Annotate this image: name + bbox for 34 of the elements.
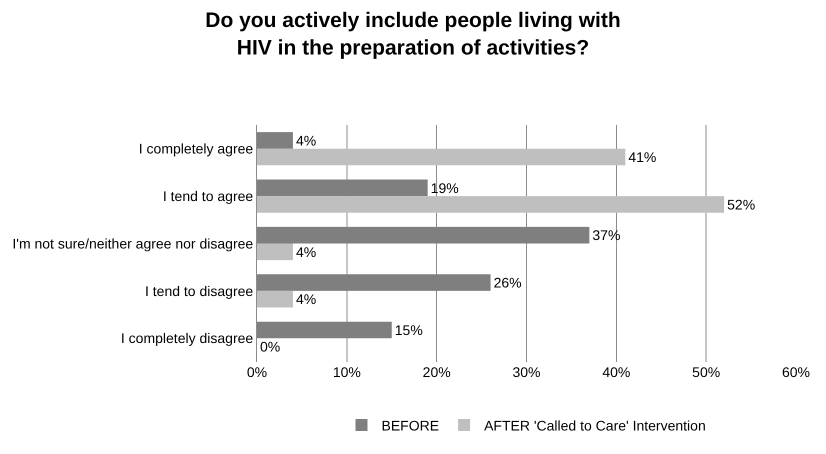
bar	[257, 148, 626, 166]
y-tick-label: I tend to disagree	[145, 282, 254, 299]
x-tick-label: 10%	[332, 364, 361, 380]
bar	[257, 274, 491, 291]
data-label: 19%	[430, 180, 459, 196]
y-tick-label: I completely agree	[138, 140, 254, 157]
bar	[257, 226, 590, 244]
y-tick-label: I'm not sure/neither agree nor disagree	[12, 235, 254, 252]
legend-label: BEFORE	[382, 417, 440, 434]
x-tick-label: 30%	[512, 364, 541, 380]
bar	[257, 244, 293, 260]
data-label: 41%	[628, 148, 656, 165]
bar	[257, 290, 293, 308]
data-label: 4%	[296, 291, 316, 308]
data-label: 4%	[296, 132, 316, 148]
bar	[257, 180, 428, 196]
x-tick-label: 20%	[422, 364, 451, 380]
x-tick-label: 60%	[782, 364, 810, 380]
data-label: 15%	[394, 322, 423, 338]
data-label: 26%	[494, 274, 522, 291]
data-label: 4%	[296, 244, 316, 260]
data-label: 52%	[727, 196, 756, 212]
y-tick-label: I completely disagree	[120, 330, 254, 346]
data-label: 0%	[260, 338, 280, 355]
data-label: 37%	[592, 227, 620, 244]
x-tick-label: 40%	[602, 364, 630, 380]
bar	[257, 322, 392, 338]
legend-label: AFTER 'Called to Care' Intervention	[484, 417, 706, 434]
bar	[257, 196, 724, 213]
x-tick-label: 50%	[692, 364, 720, 380]
chart-title: Do you actively include people living with HIV in the preparation of activities?	[205, 9, 621, 60]
bar	[257, 132, 293, 149]
y-tick-label: I tend to agree	[162, 188, 254, 204]
x-tick-label: 0%	[246, 364, 268, 380]
